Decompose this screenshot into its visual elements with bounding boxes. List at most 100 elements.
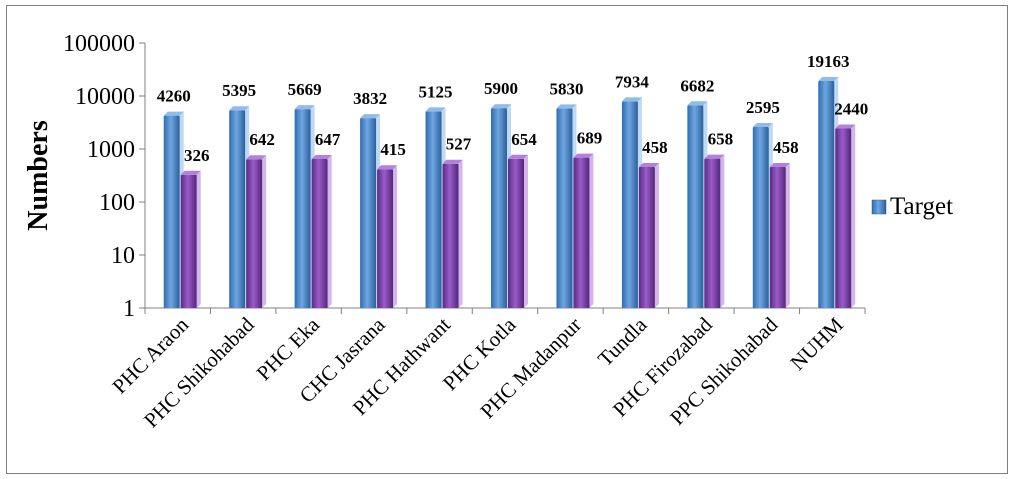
target-bar-body bbox=[294, 109, 311, 309]
second-series-bar bbox=[835, 124, 856, 308]
second-series-data-label: 2440 bbox=[834, 99, 868, 118]
target-bar-body bbox=[818, 81, 835, 308]
second-series-bar-body bbox=[442, 163, 459, 308]
target-bar-body bbox=[621, 101, 638, 309]
second-series-bar-top bbox=[246, 155, 267, 160]
target-bar-body bbox=[425, 111, 442, 308]
second-series-bar bbox=[704, 154, 725, 308]
target-bar-body bbox=[360, 118, 377, 308]
second-series-bar-top bbox=[311, 155, 332, 160]
y-tick-label: 1000 bbox=[87, 137, 135, 163]
target-data-label: 7934 bbox=[615, 72, 650, 91]
target-bar-body bbox=[491, 108, 507, 309]
second-series-bar bbox=[311, 155, 332, 308]
target-data-label: 4260 bbox=[157, 87, 191, 106]
target-data-label: 2595 bbox=[746, 98, 780, 117]
target-data-label: 6682 bbox=[680, 76, 714, 95]
chart-axes: 1 10 100 1000 10000 100000 Numbers bbox=[23, 31, 866, 322]
second-series-data-label: 654 bbox=[511, 130, 537, 149]
target-bar-top bbox=[163, 111, 184, 116]
target-data-label: 5395 bbox=[222, 81, 256, 100]
second-series-bar-top bbox=[835, 124, 856, 129]
second-series-bar bbox=[573, 153, 594, 308]
second-series-data-label: 458 bbox=[642, 138, 668, 157]
second-series-bar-side bbox=[785, 162, 790, 308]
legend-label-target: Target bbox=[890, 193, 953, 220]
second-series-bar-body bbox=[704, 158, 721, 308]
second-series-bar-top bbox=[508, 154, 528, 159]
second-series-bar bbox=[442, 159, 463, 308]
second-series-bar bbox=[377, 165, 398, 308]
target-data-label: 19163 bbox=[807, 52, 850, 71]
y-tick-label: 10000 bbox=[75, 84, 135, 110]
second-series-bar-body bbox=[769, 166, 786, 308]
target-bar-top bbox=[360, 114, 381, 119]
target-bar-top bbox=[752, 123, 773, 128]
second-series-bar-top bbox=[573, 153, 594, 158]
second-series-bar bbox=[246, 155, 267, 308]
second-series-bar bbox=[638, 162, 659, 308]
second-series-bar-side bbox=[720, 154, 725, 308]
y-tick-label: 10 bbox=[111, 243, 135, 269]
second-series-bar-side bbox=[524, 154, 528, 308]
second-series-bar bbox=[508, 154, 528, 308]
second-series-bar-body bbox=[638, 166, 655, 308]
y-tick-label: 100 bbox=[99, 190, 135, 216]
second-series-bar-body bbox=[835, 128, 852, 308]
second-series-bar-side bbox=[262, 155, 267, 308]
target-bar-top bbox=[621, 97, 642, 102]
second-series-bar-side bbox=[393, 165, 398, 308]
second-series-bar-side bbox=[196, 170, 201, 308]
second-series-bar bbox=[180, 170, 201, 308]
target-data-label: 5669 bbox=[288, 80, 322, 99]
second-series-bar-body bbox=[573, 157, 590, 308]
target-bar-top bbox=[491, 104, 511, 109]
second-series-bar-top bbox=[769, 162, 790, 167]
second-series-bar-top bbox=[704, 154, 725, 159]
second-series-bar-side bbox=[654, 162, 659, 308]
target-data-label: 5125 bbox=[419, 82, 453, 101]
second-series-bar-top bbox=[377, 165, 398, 170]
target-bar-top bbox=[229, 106, 250, 111]
legend: Target bbox=[871, 193, 953, 220]
second-series-bar-top bbox=[442, 159, 463, 164]
target-bar-top bbox=[294, 105, 315, 110]
second-series-bar-body bbox=[180, 174, 197, 308]
second-series-data-label: 689 bbox=[577, 129, 603, 148]
target-bar-top bbox=[556, 104, 577, 109]
second-series-data-label: 642 bbox=[249, 130, 275, 149]
target-data-label: 3832 bbox=[353, 89, 387, 108]
target-bar-body bbox=[163, 115, 180, 308]
second-series-data-label: 527 bbox=[446, 135, 472, 154]
target-bar-body bbox=[752, 127, 769, 308]
target-bar-top bbox=[687, 101, 708, 106]
y-axis-label: Numbers bbox=[23, 120, 54, 231]
second-series-bar-body bbox=[377, 169, 394, 308]
second-series-bar-side bbox=[458, 159, 463, 308]
category-label: PHC Shikohabad bbox=[139, 312, 259, 432]
second-series-data-label: 658 bbox=[708, 130, 734, 149]
second-series-bar-top bbox=[180, 170, 201, 175]
target-bar-body bbox=[229, 110, 246, 308]
second-series-data-label: 415 bbox=[380, 140, 406, 159]
second-series-data-label: 326 bbox=[184, 146, 210, 165]
target-bar-body bbox=[556, 108, 573, 309]
second-series-bar-body bbox=[508, 158, 524, 308]
category-label: NUHM bbox=[785, 312, 848, 375]
bars-group bbox=[163, 77, 856, 309]
target-bar-body bbox=[687, 105, 704, 308]
second-series-data-label: 647 bbox=[315, 130, 341, 149]
y-tick-label: 100000 bbox=[63, 31, 135, 57]
second-series-bar-body bbox=[311, 159, 328, 308]
second-series-data-label: 458 bbox=[773, 138, 799, 157]
second-series-bar-side bbox=[327, 155, 332, 308]
second-series-bar bbox=[769, 162, 790, 308]
target-bar-top bbox=[425, 107, 446, 112]
target-bar-top bbox=[818, 77, 839, 82]
second-series-bar-top bbox=[638, 162, 659, 167]
legend-swatch-target bbox=[871, 199, 887, 215]
second-series-bar-body bbox=[246, 159, 263, 308]
target-data-label: 5830 bbox=[549, 79, 583, 98]
second-series-bar-side bbox=[851, 124, 856, 308]
